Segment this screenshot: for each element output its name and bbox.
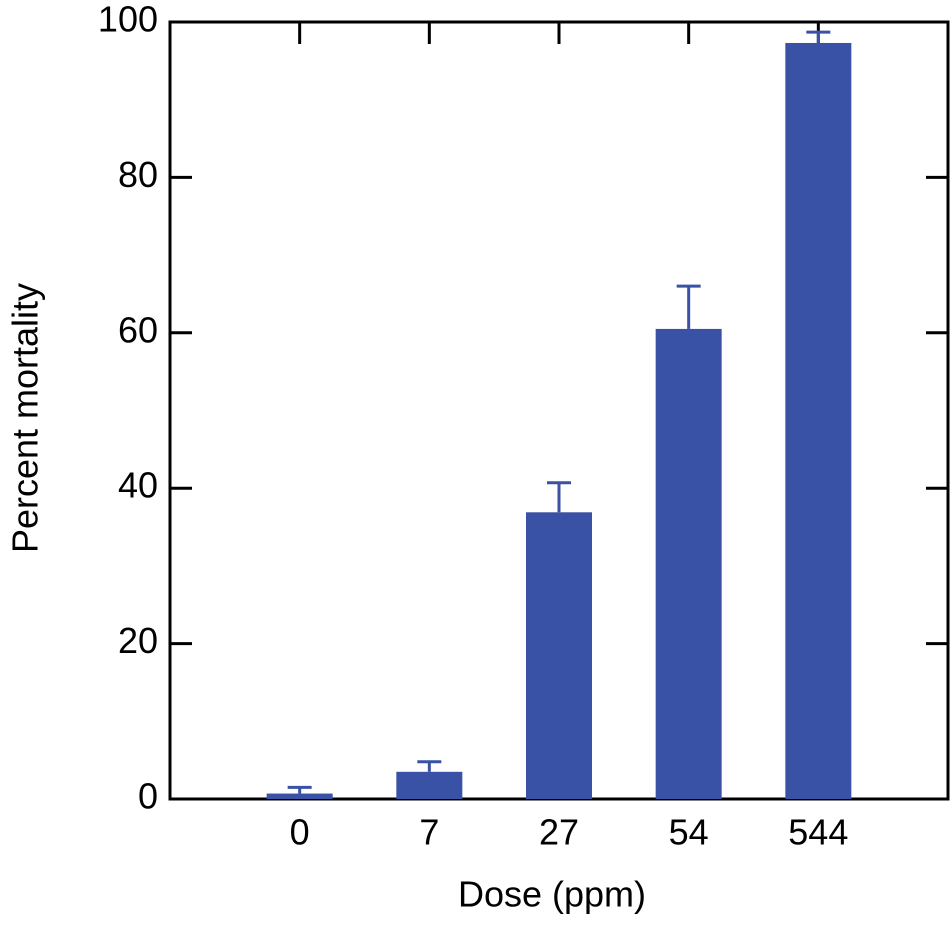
bar <box>655 328 722 799</box>
y-axis-label: Percent mortality <box>5 283 46 553</box>
y-tick-label: 0 <box>138 776 158 817</box>
x-tick-label: 0 <box>290 812 310 853</box>
x-axis-label: Dose (ppm) <box>458 874 646 915</box>
bar <box>266 793 333 799</box>
y-tick-label: 20 <box>118 620 158 661</box>
bar <box>785 42 852 799</box>
y-tick-label: 100 <box>98 0 158 40</box>
bar <box>526 512 592 799</box>
x-tick-label: 7 <box>419 812 439 853</box>
x-tick-label: 27 <box>539 812 579 853</box>
y-tick-label: 60 <box>118 309 158 350</box>
bar <box>396 771 463 799</box>
y-tick-label: 80 <box>118 154 158 195</box>
x-tick-label: 544 <box>788 812 848 853</box>
x-tick-label: 54 <box>669 812 709 853</box>
y-tick-label: 40 <box>118 465 158 506</box>
